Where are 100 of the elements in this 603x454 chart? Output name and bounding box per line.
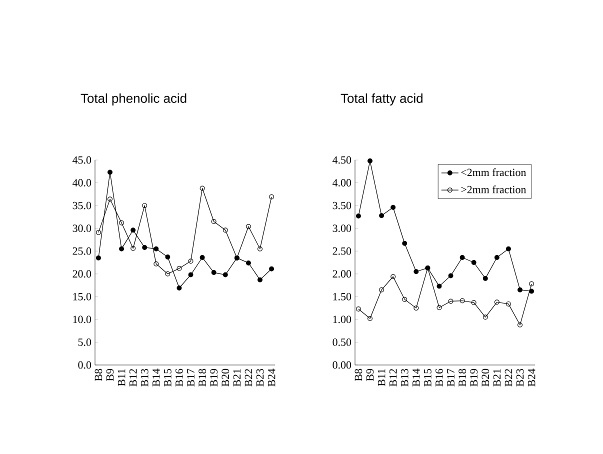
point bbox=[402, 240, 408, 246]
point bbox=[390, 274, 396, 280]
x-tick-label: B16 bbox=[436, 368, 443, 386]
y-tick-label: 4.00 bbox=[332, 179, 352, 186]
point bbox=[130, 228, 136, 233]
x-tick-label: B19 bbox=[470, 368, 478, 386]
x-tick-label: B18 bbox=[198, 368, 206, 386]
y-tick-label: 25.0 bbox=[72, 247, 92, 255]
point bbox=[460, 254, 465, 260]
x-tick-label: B14 bbox=[412, 368, 420, 386]
point bbox=[506, 301, 511, 306]
point bbox=[494, 254, 500, 260]
x-tick-label: B19 bbox=[210, 368, 218, 386]
x-tick-label: B22 bbox=[244, 369, 252, 386]
x-tick-label: B18 bbox=[458, 368, 466, 386]
y-tick-label: 4.50 bbox=[332, 156, 352, 164]
point bbox=[494, 300, 500, 305]
point bbox=[142, 203, 148, 208]
point bbox=[482, 276, 488, 281]
point bbox=[356, 214, 361, 219]
point bbox=[482, 314, 488, 320]
chart-title: Total fatty acid bbox=[340, 93, 422, 106]
legend-label: <2mm fraction bbox=[461, 168, 526, 176]
point bbox=[436, 305, 442, 310]
x-tick-label: B8 bbox=[354, 368, 362, 381]
point bbox=[436, 284, 442, 289]
y-tick-label: 2.50 bbox=[332, 247, 352, 255]
x-tick-label: B15 bbox=[424, 368, 432, 386]
y-tick-label: 2.00 bbox=[332, 270, 352, 278]
y-tick-label: 5.0 bbox=[78, 338, 92, 346]
point bbox=[119, 246, 124, 252]
point bbox=[130, 246, 136, 251]
point bbox=[142, 244, 148, 250]
point bbox=[108, 170, 112, 175]
x-tick-label: B17 bbox=[187, 368, 194, 386]
point bbox=[379, 287, 384, 292]
y-tick-label: 10.0 bbox=[73, 316, 92, 324]
point bbox=[119, 220, 124, 226]
y-tick-label: 1.50 bbox=[333, 292, 352, 300]
point bbox=[211, 219, 216, 224]
point bbox=[529, 288, 534, 294]
point bbox=[269, 266, 274, 272]
y-tick-label: 1.00 bbox=[333, 316, 352, 324]
y-tick-label: 0.00 bbox=[332, 361, 352, 369]
y-tick-label: 35.0 bbox=[72, 202, 92, 210]
y-tick-label: 3.50 bbox=[332, 202, 352, 210]
x-tick-label: B9 bbox=[366, 368, 374, 381]
y-tick-label: 30.0 bbox=[72, 224, 92, 232]
point bbox=[222, 272, 228, 278]
x-tick-label: B21 bbox=[493, 369, 501, 386]
point bbox=[165, 271, 170, 276]
point bbox=[200, 186, 205, 191]
x-tick-label: B13 bbox=[400, 368, 408, 386]
x-tick-label: B20 bbox=[222, 368, 230, 386]
point bbox=[390, 204, 396, 210]
point bbox=[448, 298, 454, 304]
x-tick-label: B23 bbox=[256, 368, 264, 386]
x-tick-label: B21 bbox=[233, 369, 241, 386]
chart-title: Total phenolic acid bbox=[80, 93, 186, 106]
y-tick-label: 45.0 bbox=[72, 156, 92, 164]
y-tick-label: 3.00 bbox=[332, 224, 352, 232]
point bbox=[258, 246, 262, 252]
point bbox=[154, 246, 159, 252]
point bbox=[246, 260, 251, 266]
y-tick-label: 20.0 bbox=[72, 270, 92, 278]
x-tick-label: B14 bbox=[152, 368, 160, 386]
point bbox=[518, 322, 522, 328]
x-tick-label: B13 bbox=[140, 368, 148, 386]
point bbox=[506, 246, 511, 252]
legend-label: >2mm fraction bbox=[461, 185, 526, 194]
point bbox=[368, 316, 372, 322]
point bbox=[368, 158, 372, 164]
point bbox=[165, 254, 170, 260]
y-tick-label: 40.0 bbox=[72, 179, 92, 186]
point bbox=[471, 300, 476, 306]
point bbox=[176, 286, 182, 291]
y-tick-label: 15.0 bbox=[73, 292, 92, 300]
point bbox=[258, 277, 262, 282]
point bbox=[460, 298, 465, 304]
x-tick-label: B12 bbox=[129, 369, 137, 386]
point bbox=[448, 273, 454, 278]
point bbox=[108, 196, 112, 202]
point bbox=[188, 258, 194, 264]
point bbox=[518, 287, 522, 292]
point bbox=[414, 306, 419, 311]
y-tick-label: 0.0 bbox=[78, 361, 92, 369]
x-tick-label: B17 bbox=[447, 368, 454, 386]
point bbox=[96, 255, 101, 260]
point bbox=[154, 261, 159, 266]
point bbox=[471, 260, 476, 265]
point bbox=[188, 272, 194, 278]
x-tick-label: B11 bbox=[378, 369, 386, 386]
point bbox=[200, 254, 205, 260]
x-tick-label: B8 bbox=[94, 368, 102, 381]
x-tick-label: B11 bbox=[118, 369, 126, 386]
x-tick-label: B12 bbox=[389, 369, 397, 386]
y-tick-label: 0.50 bbox=[332, 338, 352, 346]
point bbox=[402, 296, 408, 302]
point bbox=[211, 270, 216, 276]
point bbox=[414, 269, 419, 274]
